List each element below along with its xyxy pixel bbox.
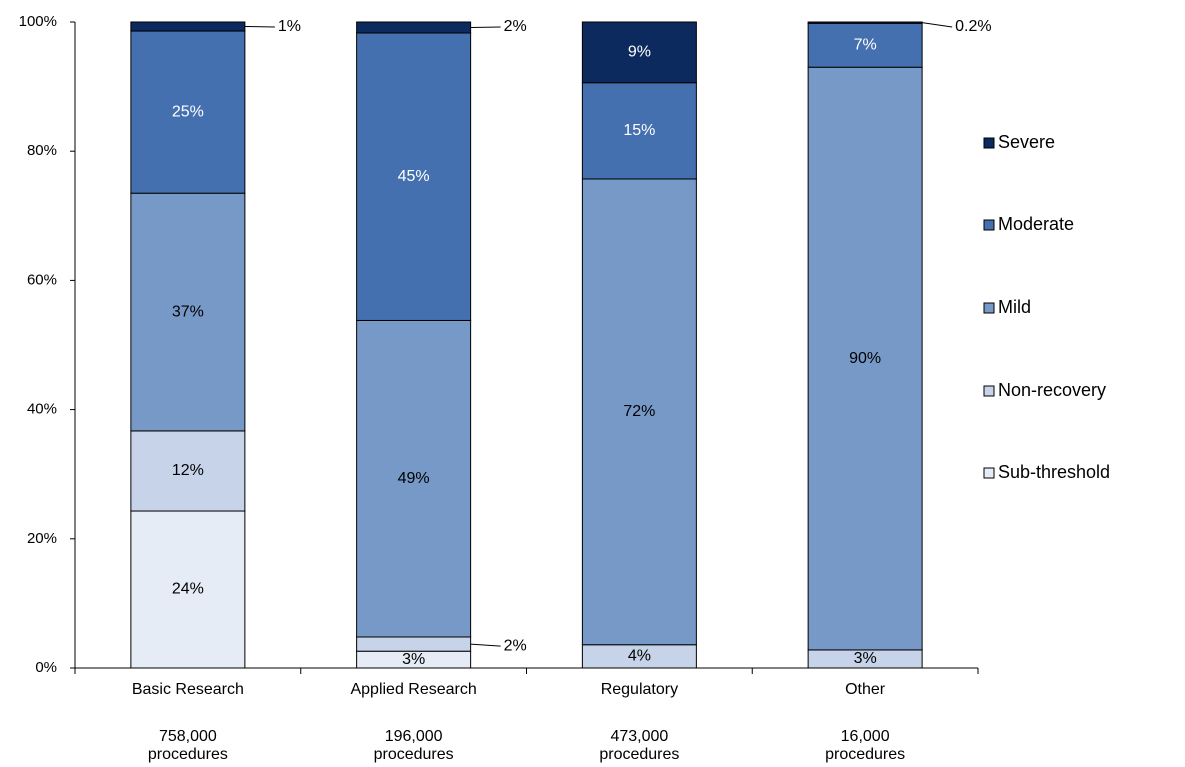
y-tick-label: 40% <box>27 401 57 418</box>
y-tick-label: 0% <box>35 659 57 676</box>
legend-swatch <box>983 467 995 479</box>
value-label: 2% <box>504 18 527 35</box>
legend-swatch <box>983 137 995 149</box>
value-label: 7% <box>854 36 877 53</box>
legend-swatch <box>983 385 995 397</box>
bar-segment <box>807 22 923 68</box>
value-label: 49% <box>398 470 430 487</box>
legend-swatch <box>983 219 995 231</box>
category-note: 16,000 <box>841 728 890 745</box>
value-label: 25% <box>172 103 204 120</box>
value-label: 24% <box>172 581 204 598</box>
bar-segment <box>807 21 923 24</box>
category-note: procedures <box>148 746 228 763</box>
value-label: 4% <box>628 648 651 665</box>
value-label: 3% <box>402 651 425 668</box>
bar-segment <box>130 430 246 512</box>
value-label: 15% <box>623 122 655 139</box>
legend-label: Severe <box>998 132 1055 152</box>
x-tick-label: Basic Research <box>132 681 244 698</box>
value-label: 90% <box>849 350 881 367</box>
category-note: procedures <box>374 746 454 763</box>
legend-swatch <box>983 302 995 314</box>
legend-label: Moderate <box>998 214 1074 234</box>
value-label: 3% <box>854 650 877 667</box>
category-note: 758,000 <box>159 728 217 745</box>
label-leader <box>470 643 501 647</box>
bar-segment <box>130 510 246 669</box>
x-tick-label: Regulatory <box>601 681 678 698</box>
value-label: 12% <box>172 462 204 479</box>
bar-segment <box>356 319 472 638</box>
x-tick-label: Applied Research <box>350 681 476 698</box>
bar-segment <box>581 82 697 180</box>
bar-segment <box>581 21 697 84</box>
category-note: 196,000 <box>385 728 443 745</box>
bar-segment <box>130 21 246 32</box>
category-note: procedures <box>599 746 679 763</box>
bar-segment <box>356 32 472 321</box>
bar-segment <box>130 192 246 432</box>
legend-label: Non-recovery <box>998 380 1106 400</box>
y-tick-label: 60% <box>27 271 57 288</box>
bar-segment <box>807 66 923 651</box>
bar-segment <box>356 21 472 34</box>
category-note: procedures <box>825 746 905 763</box>
value-label: 2% <box>504 637 527 654</box>
bar-segment <box>356 636 472 652</box>
legend-label: Mild <box>998 297 1031 317</box>
value-label: 9% <box>628 44 651 61</box>
legend-label: Sub-threshold <box>998 462 1110 482</box>
bar-segment <box>130 30 246 194</box>
y-tick-label: 80% <box>27 142 57 159</box>
y-tick-label: 100% <box>19 13 57 30</box>
bar-segment <box>581 178 697 646</box>
x-tick-label: Other <box>845 681 886 698</box>
value-label: 37% <box>172 303 204 320</box>
label-leader <box>922 22 953 28</box>
value-label: 45% <box>398 168 430 185</box>
value-label: 72% <box>623 403 655 420</box>
y-tick-label: 20% <box>27 530 57 547</box>
category-note: 473,000 <box>610 728 668 745</box>
value-label: 1% <box>278 18 301 35</box>
value-label: 0.2% <box>955 18 991 35</box>
